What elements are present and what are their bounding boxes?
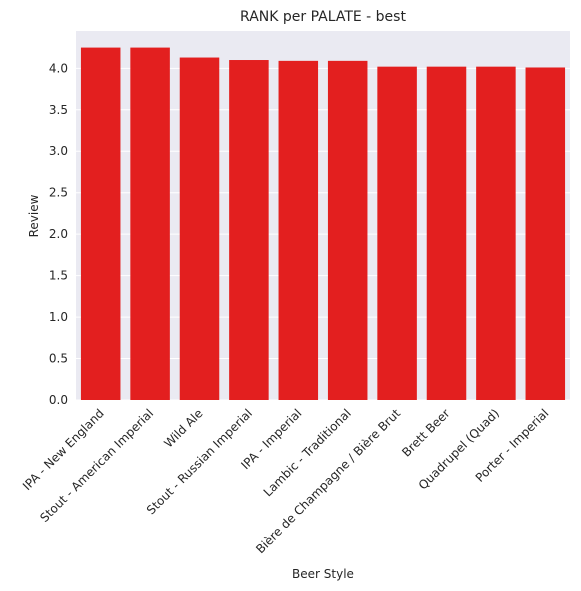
bar [327,60,368,400]
bar [80,47,121,401]
x-tick-label: IPA - New England [20,406,107,493]
bar [377,66,417,400]
y-tick-label: 0.5 [49,352,68,366]
y-tick-label: 2.5 [49,186,68,200]
y-tick-label: 3.0 [49,144,68,158]
bar [476,66,516,400]
bars [80,47,566,401]
bar [426,66,467,400]
y-tick-label: 1.0 [49,310,68,324]
bar [229,60,269,401]
x-tick-label: Wild Ale [161,406,205,450]
bar [130,47,170,401]
y-tick-label: 0.0 [49,393,68,407]
chart-title: RANK per PALATE - best [240,9,406,25]
y-tick-label: 2.0 [49,227,68,241]
bar [179,57,220,401]
y-tick-label: 4.0 [49,61,68,75]
bar [525,67,566,401]
y-tick-label: 3.5 [49,103,68,117]
y-tick-labels: 0.0 0.5 1.0 1.5 2.0 2.5 3.0 3.5 4.0 [49,61,68,407]
x-tick-label: Lambic - Traditional [261,406,354,499]
x-tick-label: Brett Beer [399,406,452,459]
x-axis-title: Beer Style [292,567,354,581]
y-axis-title: Review [27,194,41,237]
y-tick-label: 1.5 [49,269,68,283]
bar [278,60,319,400]
